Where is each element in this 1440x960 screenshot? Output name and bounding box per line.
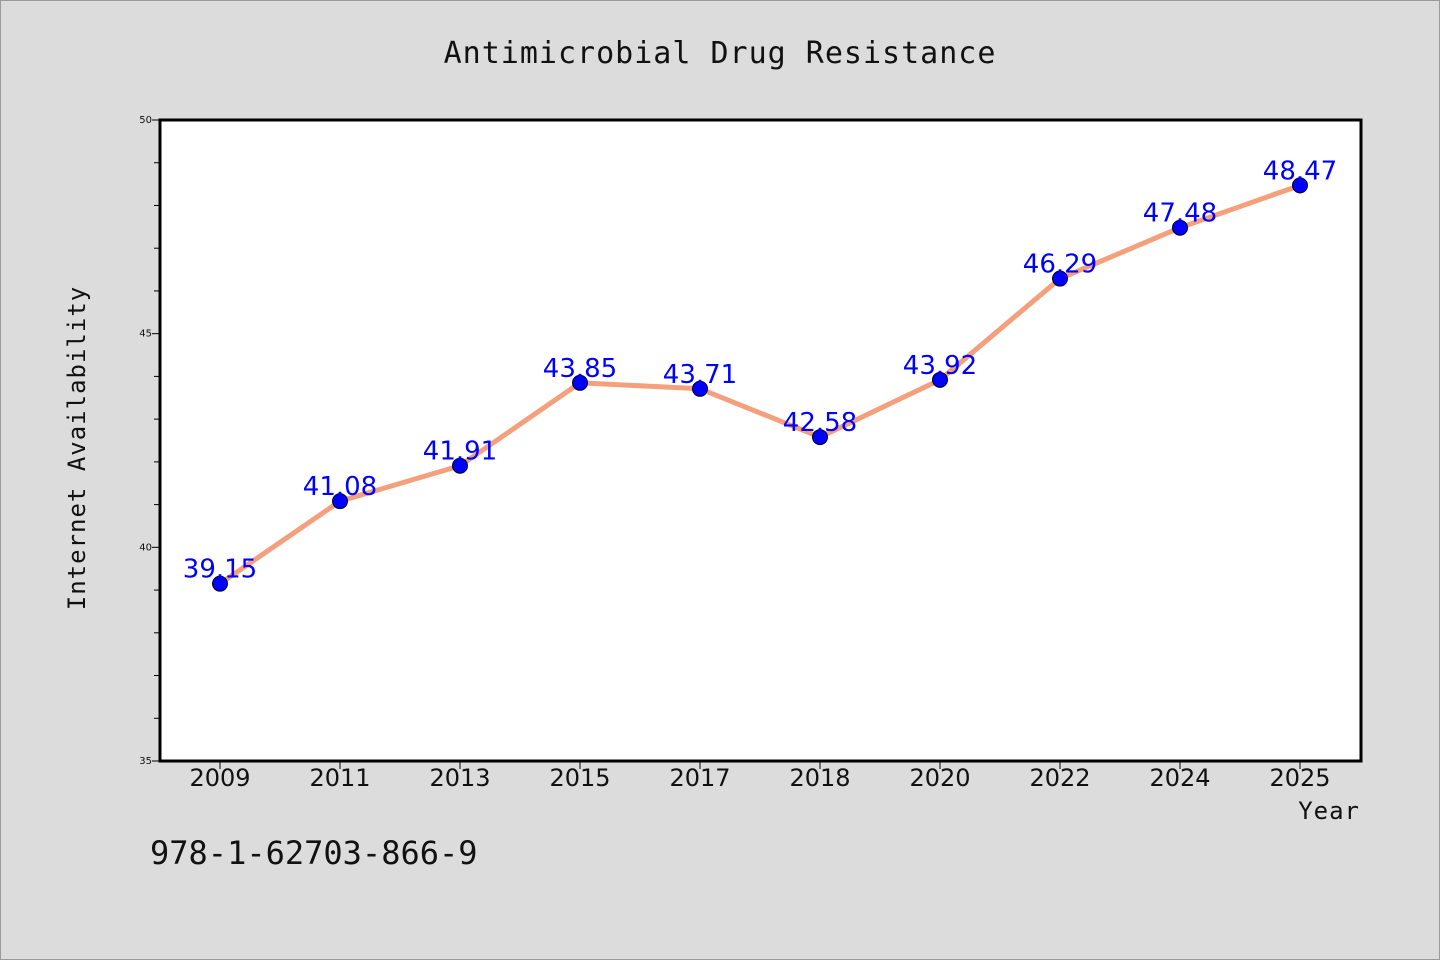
x-tick-label: 2024 xyxy=(1149,764,1210,792)
x-tick-label: 2025 xyxy=(1269,764,1330,792)
data-point xyxy=(1052,270,1068,287)
data-label: 48.47 xyxy=(1263,156,1337,186)
data-label: 46.29 xyxy=(1023,250,1097,280)
x-tick-label: 2013 xyxy=(429,764,490,792)
data-label: 41.91 xyxy=(423,437,497,467)
isbn-text: 978-1-62703-866-9 xyxy=(150,834,478,872)
x-tick-label: 2009 xyxy=(189,764,250,792)
data-point xyxy=(572,374,588,391)
plot-area xyxy=(158,118,1363,763)
data-point xyxy=(1172,219,1188,236)
x-tick-label: 2020 xyxy=(909,764,970,792)
data-point xyxy=(332,493,348,510)
chart-title: Antimicrobial Drug Resistance xyxy=(444,36,997,71)
x-axis-label: Year xyxy=(1298,797,1360,825)
y-tick-label: 35 xyxy=(139,756,152,767)
x-axis: 2009 2011 2013 2015 2017 2018 2020 2022 2024 2025 xyxy=(189,761,1331,792)
data-label: 43.92 xyxy=(903,351,977,381)
series-line: 39.15 41.08 41.91 43.85 43.71 42.58 43.92 46.29… xyxy=(183,156,1337,592)
data-point xyxy=(1292,177,1308,194)
data-label: 41.08 xyxy=(303,472,377,502)
y-axis: 35 40 45 50 xyxy=(139,115,160,767)
data-point xyxy=(692,380,708,397)
data-point xyxy=(452,457,468,474)
x-tick-label: 2017 xyxy=(669,764,730,792)
x-tick-label: 2011 xyxy=(309,764,370,792)
series-polyline xyxy=(218,183,1301,586)
data-point xyxy=(932,371,948,388)
data-point xyxy=(812,429,828,446)
y-tick-label: 50 xyxy=(139,115,152,126)
x-tick-label: 2015 xyxy=(549,764,610,792)
data-point xyxy=(212,575,228,592)
data-label: 43.71 xyxy=(663,360,737,390)
y-tick-label: 40 xyxy=(139,542,152,553)
data-label: 47.48 xyxy=(1143,199,1217,229)
data-label: 42.58 xyxy=(783,408,857,438)
x-tick-label: 2022 xyxy=(1029,764,1090,792)
data-label: 43.85 xyxy=(543,354,617,384)
data-label: 39.15 xyxy=(183,555,257,585)
x-tick-label: 2018 xyxy=(789,764,850,792)
y-axis-label: Internet Availability xyxy=(63,286,91,610)
y-tick-label: 45 xyxy=(139,329,152,340)
